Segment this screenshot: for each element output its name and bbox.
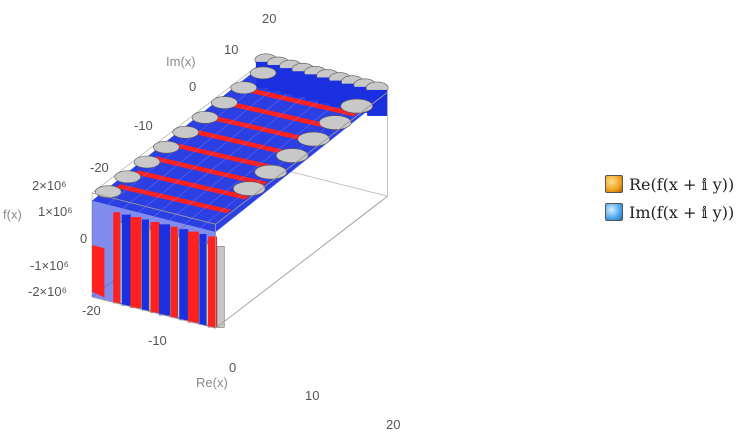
x-axis-label: Re(x) [196,375,228,390]
mesh-line [184,86,357,225]
clipped-spike [216,246,225,328]
box-front-frame [91,91,388,329]
x-tick: 10 [305,388,319,403]
clipped-top [172,126,199,139]
real-ridge [133,170,250,200]
mesh-line [138,75,311,213]
y-tick: 10 [224,42,238,57]
z-axis-ticks: 2×10⁶ 1×10⁶ 0 -1×10⁶ -2×10⁶ [28,178,87,299]
mesh-line [153,79,326,217]
legend-item-imag: Im(f(x + 𝕚 y)) [605,198,734,226]
z-tick: 2×10⁶ [32,178,67,193]
legend-item-real: Re(f(x + 𝕚 y)) [605,170,734,198]
real-spike [187,231,199,323]
y-tick: -20 [90,160,109,175]
z-tick: 1×10⁶ [38,204,73,219]
imag-spike [159,224,171,316]
clipped-top [297,131,331,147]
clipped-top [275,148,309,163]
mesh-line [215,94,388,233]
x-tick: 0 [229,360,236,375]
box-edge [91,296,216,329]
clipped-top [133,155,161,169]
box-edge [91,192,216,225]
y-tick: 20 [262,11,276,26]
y-tick: -10 [134,118,153,133]
imag-spike [199,234,207,326]
real-spike [130,217,142,309]
mesh-line [169,82,342,221]
real-spike [208,236,218,328]
clipped-top [211,96,238,109]
real-ridge [223,101,340,131]
clipped-top [230,81,258,95]
x-tick: -20 [82,303,101,318]
x-tick: 20 [386,417,400,432]
mesh-line [122,71,296,209]
clipped-top [153,140,180,154]
y-axis-label: Im(x) [166,54,196,69]
clipped-top [340,98,374,114]
x-axis-ticks: -20 -10 0 10 20 [82,303,400,432]
z-tick: 0 [80,231,87,246]
real-left-block [92,245,105,298]
legend: Re(f(x + 𝕚 y)) Im(f(x + 𝕚 y)) [605,170,734,226]
z-tick: -2×10⁶ [28,284,67,299]
clipped-top [114,170,141,184]
imag-spike [141,219,149,311]
box-edge [215,91,388,225]
box-edge [215,195,388,329]
real-spike [150,221,160,313]
real-ridge [169,142,286,172]
imag-spike [121,214,131,306]
clipped-top [249,66,277,80]
clipped-top [191,111,219,124]
real-ridge [205,114,322,144]
real-spike [170,226,178,318]
y-axis-ticks: -20 -10 0 10 20 [90,11,276,175]
real-spike [113,212,121,304]
clipped-top [232,181,266,196]
z-tick: -1×10⁶ [30,258,69,273]
legend-label-imag: Im(f(x + 𝕚 y)) [629,202,735,222]
legend-swatch-imag [605,203,623,221]
x-tick: -10 [148,333,167,348]
clipped-top [318,115,352,130]
clipped-top [95,185,122,198]
surface [91,53,389,329]
clipped-top [254,164,288,180]
z-axis-label: f(x) [3,207,22,222]
legend-swatch-real [605,175,623,193]
legend-label-real: Re(f(x + 𝕚 y)) [629,174,735,194]
real-ridge [151,156,268,186]
imag-spike [179,229,189,321]
y-tick: 0 [189,79,196,94]
